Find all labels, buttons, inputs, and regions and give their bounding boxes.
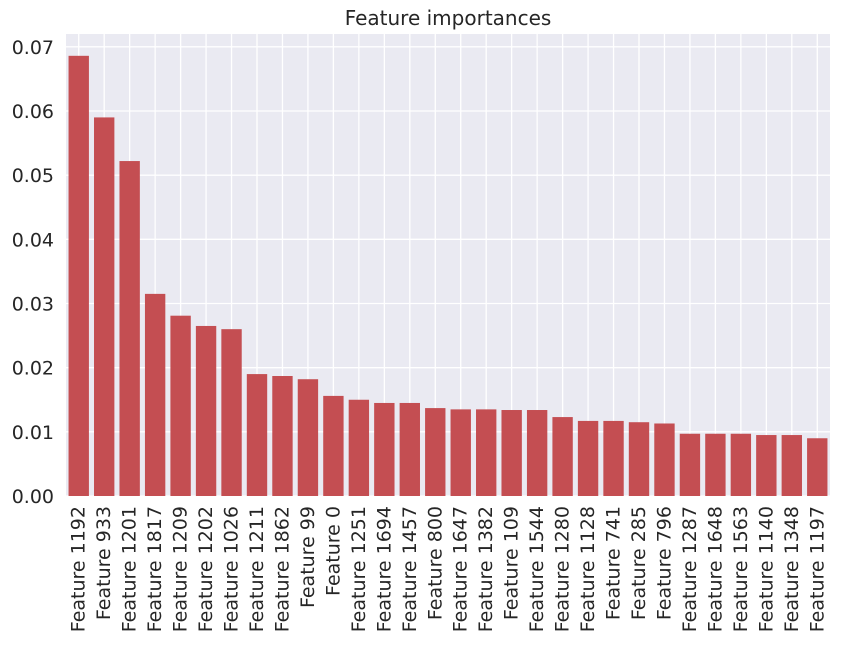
x-tick-label: Feature 1694 [373,506,395,632]
bar [94,117,115,497]
y-tick-label: 0.06 [12,101,54,123]
y-tick-label: 0.04 [12,229,54,251]
bar [272,376,293,496]
bar [348,399,370,496]
bar [552,417,573,496]
bar [526,410,548,496]
x-tick-label: Feature 1251 [348,506,370,632]
x-tick-label: Feature 1647 [450,506,472,632]
y-tick-label: 0.01 [12,422,54,444]
x-tick-label: Feature 285 [628,506,650,620]
x-tick-label: Feature 1348 [781,506,803,632]
x-tick-label: Feature 1209 [170,506,192,632]
y-tick-label: 0.02 [12,358,54,380]
bar [730,433,752,496]
bar [246,374,268,496]
bar [297,379,319,496]
x-tick-label: Feature 741 [603,506,625,620]
bar [374,402,395,496]
x-tick-label: Feature 1287 [679,506,701,632]
y-tick-label: 0.03 [12,294,54,316]
x-tick-label: Feature 1280 [552,506,574,632]
bar [628,422,650,496]
x-tick-label: Feature 1197 [806,506,828,632]
x-tick-label: Feature 1128 [577,506,599,632]
bar [399,402,420,496]
x-tick-label: Feature 1648 [704,506,726,632]
bar [577,420,599,496]
x-tick-label: Feature 1457 [399,506,421,632]
x-tick-label: Feature 1026 [221,506,243,632]
bar [450,409,471,496]
x-tick-label: Feature 1192 [68,506,90,632]
bar [221,329,242,496]
bar [119,161,140,497]
x-tick-label: Feature 800 [424,506,446,620]
y-tick-label: 0.05 [12,165,54,187]
bar [705,433,726,496]
bar [195,325,217,496]
x-tick-labels: Feature 1192 Feature 933 Feature 1201 Featu… [68,506,829,632]
bar [144,293,166,496]
chart-title: Feature importances [345,6,552,30]
x-tick-label: Feature 1862 [271,506,293,632]
bar [603,420,624,496]
bar [781,435,802,496]
x-tick-label: Feature 933 [93,506,115,620]
x-tick-label: Feature 1817 [144,506,166,632]
bar [654,423,675,496]
x-tick-label: Feature 796 [653,506,675,620]
x-tick-label: Feature 1211 [246,506,268,632]
x-tick-label: Feature 1382 [475,506,497,632]
x-tick-label: Feature 0 [322,506,344,596]
bar [679,433,701,496]
x-tick-label: Feature 1201 [119,506,141,632]
bar [807,438,828,496]
x-tick-label: Feature 1563 [730,506,752,632]
y-tick-labels: 0.00 0.01 0.02 0.03 0.04 0.05 0.06 0.07 [12,37,54,508]
bar [170,315,191,496]
bar [476,409,497,496]
y-tick-label: 0.07 [12,37,54,59]
x-tick-label: Feature 1140 [755,506,777,632]
y-tick-label: 0.00 [12,486,54,508]
bar [323,395,344,496]
bar [425,408,446,496]
bar [68,55,89,497]
bar [756,435,777,496]
x-tick-label: Feature 1544 [526,506,548,632]
x-tick-label: Feature 99 [297,506,319,608]
x-tick-label: Feature 1202 [195,506,217,632]
x-tick-label: Feature 109 [501,506,523,620]
bars [68,55,828,497]
bar [501,410,522,496]
